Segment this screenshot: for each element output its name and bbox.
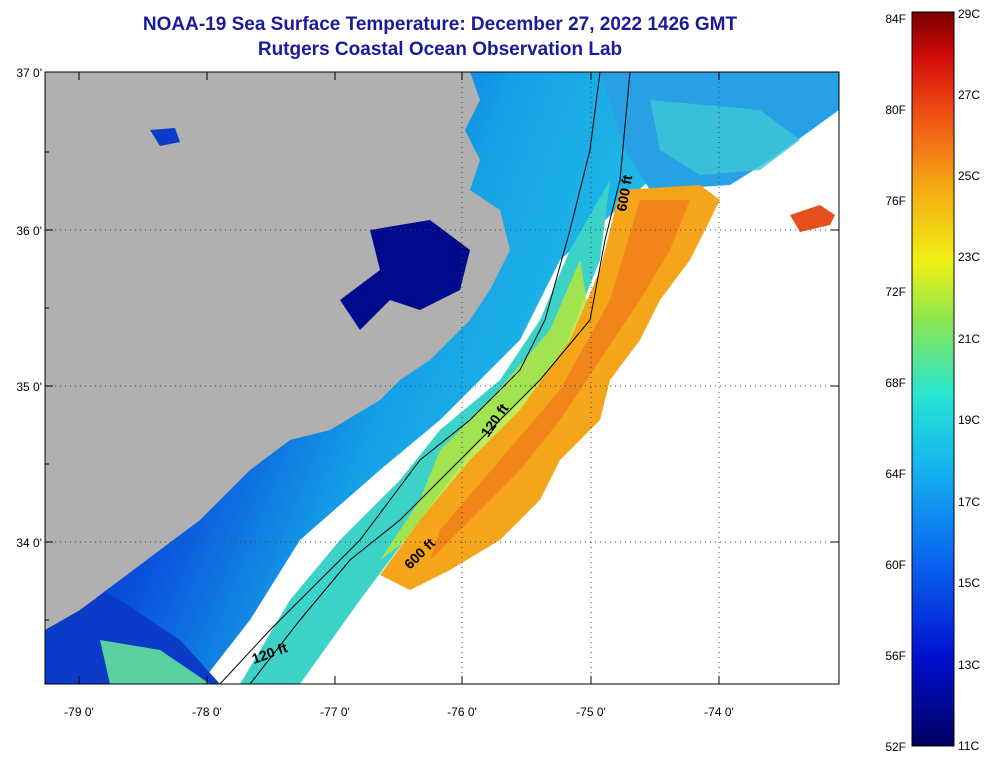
pamlico-sound (340, 220, 470, 330)
shelf-water (240, 180, 610, 684)
gulf-stream-core (430, 200, 690, 560)
inland-lake (150, 128, 180, 146)
graticule (45, 72, 839, 684)
colorbar-label-f: 84F (885, 12, 906, 26)
colorbar-label-f: 76F (885, 194, 906, 208)
lon-label-78: -78 0' (192, 705, 222, 719)
colorbar-fahrenheit-labels: 84F 80F 76F 72F 68F 64F 60F 56F 52F (885, 12, 906, 754)
lon-label-79: -79 0' (64, 705, 94, 719)
colorbar-label-f: 68F (885, 376, 906, 390)
land (45, 72, 510, 630)
colorbar-celsius-labels: 29C 27C 25C 23C 21C 19C 17C 15C 13C 11C (958, 7, 980, 753)
colorbar-label-f: 72F (885, 285, 906, 299)
colorbar-label-c: 21C (958, 332, 980, 346)
colorbar-label-f: 52F (885, 740, 906, 754)
map-subtitle: Rutgers Coastal Ocean Observation Lab (257, 39, 623, 60)
colorbar-label-f: 80F (885, 103, 906, 117)
colorbar-label-c: 27C (958, 88, 980, 102)
contour-600ft (249, 71, 631, 685)
colorbar-label-c: 13C (958, 658, 980, 672)
lat-label-35: 35 0' (16, 380, 42, 394)
colorbar-label-f: 64F (885, 467, 906, 481)
lon-label-77: -77 0' (320, 705, 350, 719)
lon-label-74: -74 0' (704, 705, 734, 719)
offshore-eddy (650, 100, 800, 175)
colorbar-label-c: 29C (958, 7, 980, 21)
lon-label-75: -75 0' (576, 705, 606, 719)
colorbar-label-c: 19C (958, 413, 980, 427)
southern-shelf (100, 640, 210, 684)
shelf-front (380, 260, 590, 560)
lat-label-36: 36 0' (16, 224, 42, 238)
lat-label-37: 37 0' (16, 66, 42, 80)
lon-label-76: -76 0' (447, 705, 477, 719)
contour-label-600-north: 600 ft (613, 173, 635, 212)
contour-120ft (219, 71, 601, 685)
colorbar-label-c: 23C (958, 250, 980, 264)
colorbar-label-f: 56F (885, 649, 906, 663)
warm-patch-east (790, 205, 835, 232)
colorbar-label-c: 17C (958, 495, 980, 509)
colorbar-label-f: 60F (885, 558, 906, 572)
lat-label-34: 34 0' (16, 536, 42, 550)
axis-ticks (45, 72, 839, 684)
map-frame (44, 71, 840, 685)
colorbar-label-c: 11C (958, 739, 979, 753)
colorbar-label-c: 15C (958, 576, 980, 590)
map-title: NOAA-19 Sea Surface Temperature: Decembe… (142, 14, 738, 35)
colorbar-label-c: 25C (958, 169, 980, 183)
bathymetry-contours (219, 71, 631, 685)
colorbar (911, 11, 955, 747)
